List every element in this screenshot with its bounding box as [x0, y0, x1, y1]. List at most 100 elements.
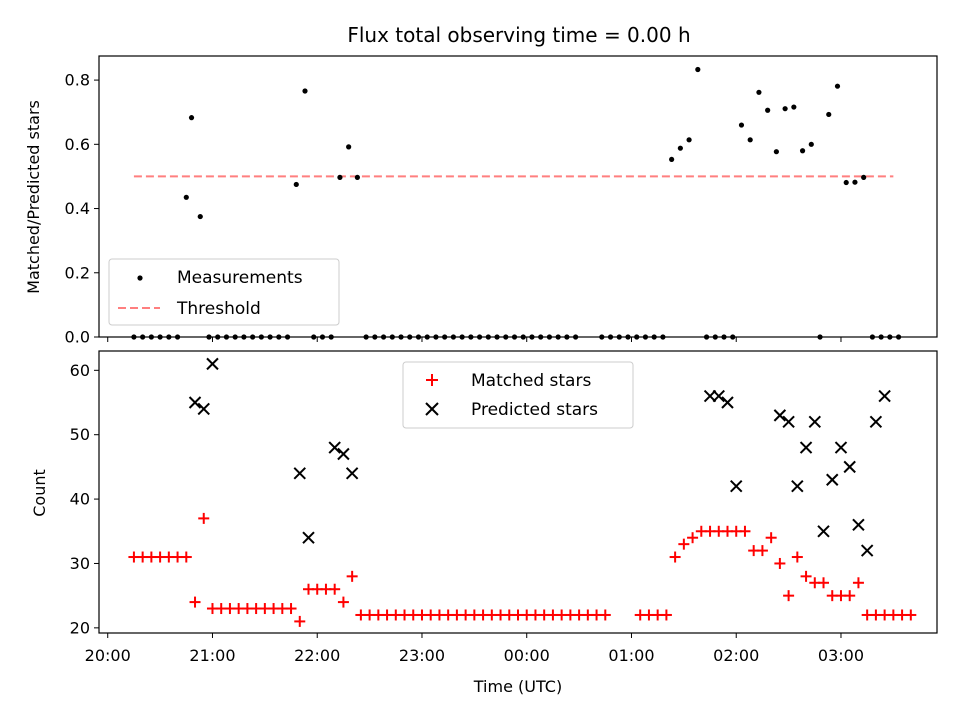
measurement-point	[852, 179, 858, 185]
predicted-star-point	[328, 441, 341, 454]
measurement-point	[538, 334, 544, 340]
measurement-point	[328, 334, 334, 340]
predicted-star-point	[843, 460, 856, 474]
bottom-plot-area: 20 30 40 50 60 20:00 21:00 22:00 23:00 00:00 01:0…	[70, 350, 938, 665]
predicted-star-point	[721, 396, 734, 409]
legend-label-measurements: Measurements	[177, 268, 303, 288]
measurement-point	[250, 334, 256, 340]
top-y-tick-label: 0.0	[65, 328, 90, 347]
measurement-point	[861, 174, 867, 180]
measurement-point	[677, 145, 683, 151]
measurement-point	[765, 107, 771, 113]
measurement-point	[354, 174, 360, 180]
measurement-point	[808, 141, 814, 147]
matched-star-point	[818, 577, 830, 589]
top-x-ticks	[107, 337, 842, 342]
measurement-point	[642, 334, 649, 340]
predicted-star-point	[302, 531, 315, 544]
measurement-point	[459, 334, 465, 340]
measurement-point	[311, 334, 317, 340]
measurement-point	[380, 334, 387, 340]
measurement-point	[258, 334, 264, 340]
measurement-point	[476, 334, 483, 340]
top-y-tick-label: 0.8	[65, 71, 90, 90]
measurement-point	[817, 334, 823, 340]
measurement-point	[730, 334, 736, 340]
measurement-point	[869, 334, 876, 340]
matched-star-point	[678, 538, 690, 550]
legend-label-threshold: Threshold	[176, 299, 261, 319]
measurement-point	[878, 334, 884, 340]
matched-star-point	[791, 551, 803, 563]
bottom-y-axis-label: Count	[30, 469, 49, 517]
measurement-point	[834, 83, 841, 89]
bottom-y-tick-label: 40	[70, 490, 90, 509]
matched-star-points	[128, 512, 917, 627]
measurement-point	[686, 137, 692, 143]
measurement-point	[695, 66, 701, 73]
legend-label-matched: Matched stars	[471, 371, 591, 391]
bottom-legend-box	[402, 361, 634, 429]
measurement-point	[799, 148, 806, 154]
bottom-x-tick-label: 03:00	[818, 646, 864, 665]
measurement-point	[174, 334, 181, 340]
measurement-point	[887, 334, 893, 340]
predicted-star-point	[808, 415, 821, 429]
measurement-point	[826, 111, 832, 118]
bottom-x-tick-label: 23:00	[399, 646, 445, 665]
measurement-point	[529, 334, 535, 340]
predicted-star-point	[337, 447, 350, 461]
measurement-point	[782, 106, 788, 112]
predicted-star-point	[712, 389, 725, 403]
measurement-point	[215, 334, 221, 340]
matched-star-point	[844, 590, 856, 602]
bottom-x-axis: 20:00 21:00 22:00 23:00 00:00 01:00 02:00 03:00	[85, 633, 864, 665]
matched-star-point	[765, 532, 777, 544]
measurement-point	[546, 334, 553, 340]
measurement-point	[140, 334, 146, 340]
predicted-star-point	[860, 544, 874, 557]
measurement-point	[494, 334, 500, 340]
matched-star-point	[329, 583, 341, 595]
measurement-point	[773, 149, 779, 155]
predicted-star-point	[878, 389, 891, 403]
measurement-point	[703, 334, 710, 340]
matched-star-point	[285, 603, 297, 615]
measurement-point	[747, 137, 753, 143]
measurement-point	[284, 334, 291, 340]
matched-star-point	[783, 590, 795, 602]
matched-star-point	[660, 609, 672, 621]
measurement-point	[293, 181, 299, 188]
legend-marker-predicted	[425, 402, 439, 416]
top-y-tick-label: 0.6	[65, 135, 90, 154]
bottom-x-tick-label: 01:00	[608, 646, 654, 665]
predicted-star-point	[345, 467, 359, 480]
measurement-point	[148, 334, 154, 340]
measurement-point	[520, 334, 526, 340]
predicted-star-point	[799, 441, 813, 454]
measurement-point	[424, 334, 430, 340]
measurement-point	[712, 334, 718, 340]
top-chart-title: Flux total observing time = 0.00 h	[347, 23, 690, 47]
matched-star-point	[687, 532, 699, 544]
matched-star-point	[294, 615, 306, 627]
matched-star-point	[852, 577, 864, 589]
bottom-x-tick-label: 00:00	[504, 646, 550, 665]
matched-star-point	[905, 609, 917, 621]
measurement-point	[319, 334, 326, 340]
bottom-x-axis-label: Time (UTC)	[473, 677, 562, 696]
measurement-point	[660, 334, 666, 340]
measurement-point	[651, 334, 657, 340]
measurement-point	[843, 179, 849, 186]
bottom-legend: Matched stars Predicted stars	[402, 361, 634, 429]
matched-star-point	[756, 545, 768, 557]
measurement-point	[276, 334, 282, 340]
measurement-point	[407, 334, 413, 340]
legend-marker-matched	[426, 374, 438, 386]
bottom-y-axis: 20 30 40 50 60	[70, 361, 99, 637]
bottom-y-tick-label: 50	[70, 425, 90, 444]
legend-label-predicted: Predicted stars	[471, 400, 598, 420]
predicted-star-points	[188, 357, 891, 557]
predicted-star-point	[852, 518, 865, 532]
